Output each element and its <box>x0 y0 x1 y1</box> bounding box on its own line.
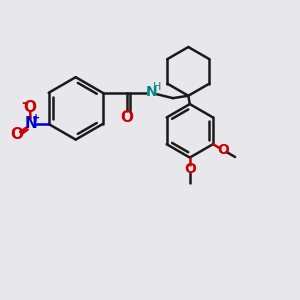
Text: H: H <box>153 82 161 92</box>
Text: N: N <box>25 116 37 131</box>
Text: O: O <box>24 100 37 115</box>
Text: O: O <box>184 162 196 176</box>
Text: O: O <box>121 110 134 125</box>
Text: +: + <box>32 113 40 123</box>
Text: N: N <box>146 85 158 99</box>
Text: O: O <box>10 127 23 142</box>
Text: -: - <box>21 97 27 110</box>
Text: O: O <box>217 143 229 157</box>
